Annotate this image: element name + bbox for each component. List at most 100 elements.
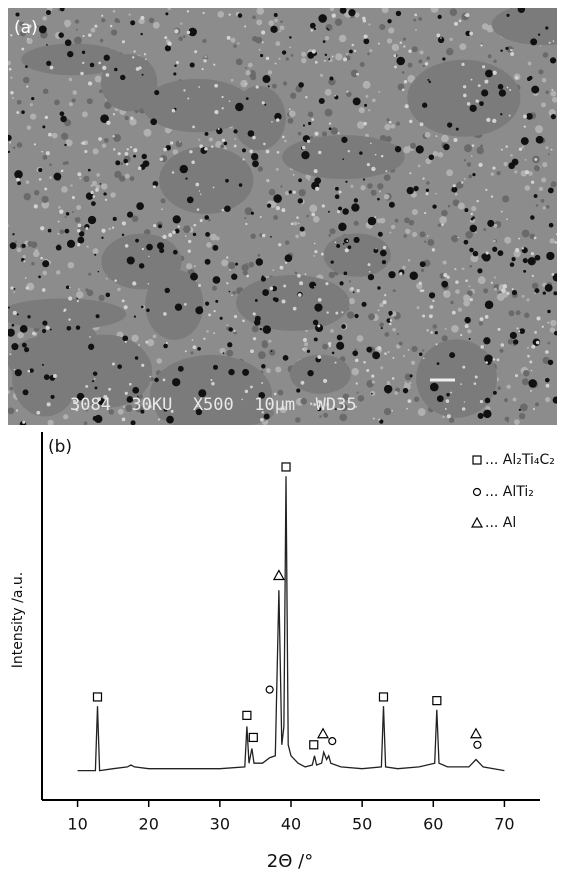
- grain: [228, 13, 231, 16]
- grain: [284, 261, 288, 264]
- grain: [514, 170, 518, 174]
- grain: [15, 409, 19, 412]
- pore: [195, 408, 203, 416]
- grain: [117, 152, 121, 156]
- grain: [441, 209, 448, 217]
- grain: [278, 243, 282, 247]
- grain: [188, 239, 192, 244]
- grain: [356, 72, 360, 76]
- grain: [231, 294, 233, 297]
- pore: [334, 194, 340, 200]
- grain: [108, 227, 112, 231]
- grain: [365, 133, 369, 138]
- grain: [413, 18, 417, 22]
- grain: [101, 18, 106, 23]
- pore: [519, 328, 526, 334]
- grain: [55, 270, 61, 275]
- grain: [363, 361, 366, 364]
- grain: [407, 349, 410, 351]
- grain: [8, 224, 10, 227]
- grain: [414, 13, 418, 17]
- grain: [453, 138, 458, 143]
- grain: [206, 330, 209, 333]
- pore: [548, 222, 554, 228]
- pore: [487, 219, 495, 227]
- pore: [367, 216, 377, 226]
- grain: [506, 86, 509, 89]
- grain: [477, 84, 481, 88]
- pore: [553, 291, 557, 296]
- grain: [390, 224, 396, 230]
- grain: [346, 90, 349, 93]
- pore: [47, 228, 52, 233]
- grain: [67, 261, 75, 269]
- grain: [85, 408, 89, 412]
- pore: [237, 13, 243, 18]
- grain: [351, 43, 355, 47]
- pore: [388, 271, 396, 279]
- grain: [347, 150, 351, 153]
- pore: [413, 185, 419, 192]
- grain: [516, 327, 519, 330]
- grain: [152, 334, 157, 339]
- grain: [268, 20, 275, 26]
- pore: [247, 130, 255, 137]
- pore: [336, 243, 341, 249]
- grain: [483, 227, 487, 231]
- pore: [443, 143, 450, 151]
- grain: [156, 358, 163, 364]
- grain: [523, 114, 527, 119]
- pore: [327, 28, 330, 31]
- grain: [183, 225, 191, 233]
- grain: [36, 25, 40, 28]
- grain: [206, 242, 212, 248]
- grain: [95, 188, 99, 192]
- grain: [380, 366, 384, 370]
- grain: [87, 81, 93, 86]
- grain: [324, 108, 333, 117]
- grain: [64, 160, 69, 165]
- pore: [114, 67, 118, 72]
- grain: [476, 199, 479, 203]
- grain: [245, 70, 251, 76]
- pore: [58, 32, 64, 38]
- grain: [211, 382, 215, 386]
- pore: [172, 378, 181, 387]
- grain: [104, 198, 108, 201]
- grain: [493, 223, 498, 228]
- pore: [339, 281, 344, 286]
- grain: [185, 263, 193, 270]
- pore: [526, 112, 533, 120]
- grain: [175, 60, 179, 64]
- grain: [194, 50, 198, 54]
- grain: [535, 125, 543, 134]
- grain: [33, 143, 37, 146]
- pore: [258, 392, 266, 399]
- grain: [338, 190, 342, 194]
- grain: [221, 107, 224, 110]
- grain: [85, 227, 89, 230]
- grain: [10, 76, 13, 79]
- grain: [403, 234, 407, 238]
- legend-marker: [472, 455, 482, 465]
- grain: [233, 315, 238, 319]
- pore: [342, 158, 345, 161]
- grain: [44, 187, 48, 191]
- grain: [379, 190, 381, 193]
- grain: [545, 146, 549, 150]
- grain: [27, 369, 31, 373]
- grain: [280, 20, 283, 23]
- grain: [114, 170, 122, 179]
- panel-label: (b): [48, 437, 72, 457]
- pore: [483, 337, 491, 345]
- grain: [335, 311, 339, 315]
- grain: [496, 358, 500, 362]
- grain: [110, 192, 116, 198]
- grain: [388, 120, 392, 124]
- grain: [494, 287, 497, 291]
- pore: [21, 342, 27, 348]
- grain: [191, 160, 195, 165]
- grain: [193, 223, 197, 227]
- grain: [167, 8, 172, 10]
- grain: [419, 289, 423, 293]
